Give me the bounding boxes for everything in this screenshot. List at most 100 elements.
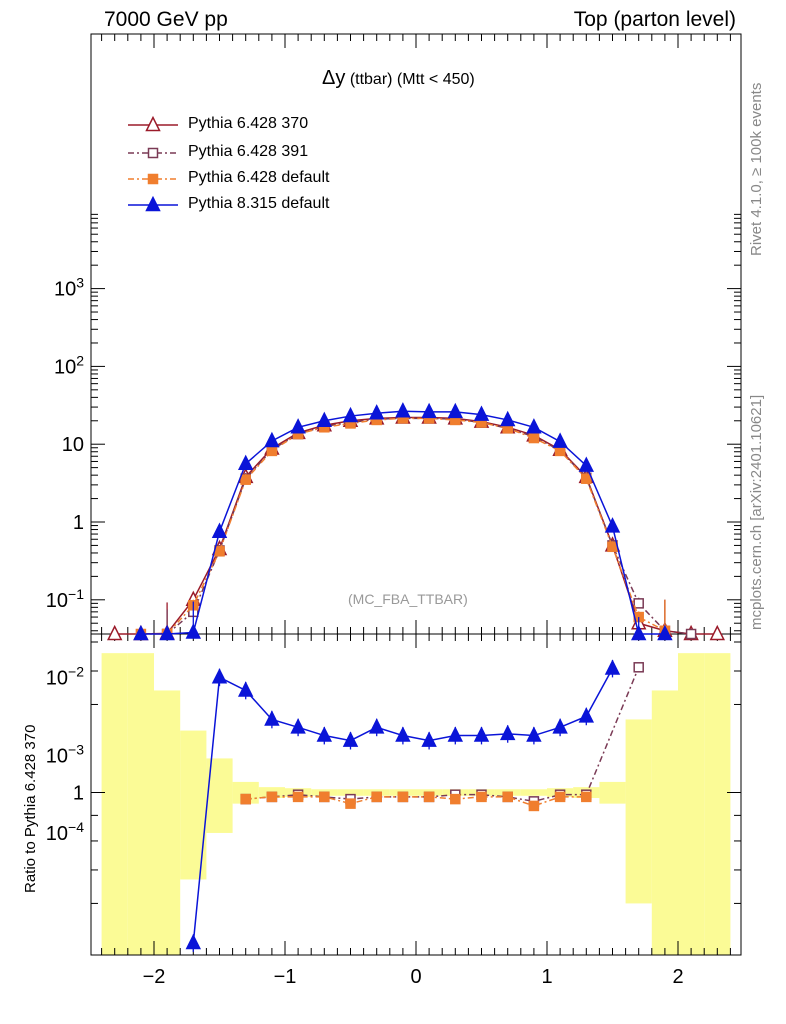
data-point (630, 624, 647, 641)
band-bin (651, 690, 678, 955)
ratio-point (526, 726, 542, 742)
x-tick-label: 1 (541, 966, 552, 988)
data-point (185, 623, 202, 639)
ratio-point (368, 718, 385, 734)
legend-label-p370: Pythia 6.428 370 (188, 115, 309, 132)
data-point (447, 402, 464, 419)
ratio-point (499, 724, 516, 741)
data-point (552, 432, 568, 448)
ratio-point (371, 791, 382, 803)
ratio-point (264, 710, 280, 726)
ratio-point (240, 793, 251, 805)
ratio-point (554, 791, 566, 803)
y-tick-label: 102 (54, 352, 84, 378)
rivet-version-label: Rivet 4.1.0, ≥ 100k events (748, 82, 765, 256)
data-point (159, 624, 175, 641)
series-line (140, 417, 666, 635)
band-bin (232, 781, 259, 804)
ratio-point (633, 662, 644, 673)
plot-title-sub: (ttbar) (Mtt < 450) (349, 71, 475, 88)
x-tick-label: 2 (672, 966, 683, 988)
mcplots-label: mcplots.cern.ch [arXiv:2401.10621] (748, 394, 765, 630)
ratio-point (450, 793, 461, 805)
data-point (526, 418, 542, 434)
data-point (266, 445, 278, 457)
ratio-point (604, 659, 621, 675)
x-tick-label: −1 (274, 966, 297, 988)
ratio-point (211, 668, 228, 684)
ratio-axis-label: Ratio to Pythia 6.428 370 (22, 724, 39, 893)
reference-label: (MC_FBA_TTBAR) (348, 591, 468, 607)
band-bin (704, 653, 731, 955)
data-point (685, 628, 697, 640)
ratio-point (421, 731, 437, 747)
data-point (368, 404, 385, 420)
data-point (237, 454, 254, 471)
ratio-point (581, 791, 592, 803)
legend (128, 115, 178, 212)
ratio-point (578, 707, 595, 723)
ratio-point (476, 791, 487, 803)
data-point (633, 598, 644, 609)
axes-frames: 10−4 10−3 10−2 10−1 1 10 102 103 −2 −1 0 1 2 1 (46, 33, 742, 988)
ratio-point (397, 791, 409, 803)
plot-title: Δy (ttbar) (Mtt < 450) (322, 67, 475, 90)
ratio-uncertainty-band (101, 653, 731, 955)
band-bin (127, 653, 154, 955)
ratio-point (290, 718, 306, 734)
ratio-point (185, 933, 202, 950)
legend-marker (147, 147, 159, 159)
data-point (211, 522, 228, 538)
process-label: Top (parton level) (573, 8, 736, 31)
data-point (499, 410, 516, 427)
plot-title-main: Δy (322, 67, 346, 89)
data-point (657, 624, 673, 641)
energy-label: 7000 GeV pp (104, 8, 228, 31)
data-point (604, 517, 621, 533)
data-point (581, 473, 592, 484)
ratio-point (342, 731, 359, 747)
ratio-y-tick-label: 1 (73, 783, 84, 805)
data-point (290, 418, 306, 434)
ratio-point (502, 791, 513, 803)
band-bin (154, 690, 181, 955)
ratio-series-layer (185, 659, 644, 952)
data-point (264, 431, 280, 448)
ratio-line (245, 667, 640, 803)
band-bin (337, 789, 364, 796)
band-bin (625, 719, 652, 904)
band-bin (520, 789, 547, 796)
ratio-point (316, 726, 333, 742)
ratio-point (292, 791, 304, 803)
data-point (607, 541, 618, 553)
data-point (240, 474, 251, 485)
y-tick-label: 10−2 (46, 664, 84, 690)
ratio-point (528, 800, 540, 812)
ratio-point (237, 681, 254, 697)
x-tick-label: −2 (143, 966, 166, 988)
ratio-line (192, 668, 614, 944)
band-bin (599, 781, 626, 804)
legend-marker (145, 115, 161, 132)
y-tick-label: 10−1 (46, 586, 84, 612)
data-point (342, 406, 359, 423)
legend-label-p8: Pythia 8.315 default (188, 195, 330, 212)
data-point (528, 432, 540, 444)
ratio-point (423, 791, 435, 803)
ratio-point (473, 726, 490, 742)
ratio-point (552, 718, 568, 734)
x-tick-label: 0 (410, 966, 421, 988)
data-point (395, 402, 411, 418)
ratio-point (395, 726, 411, 742)
data-point (578, 456, 595, 472)
data-point (473, 405, 490, 421)
y-tick-label: 10 (62, 434, 84, 456)
data-point (709, 624, 726, 641)
ratio-point (447, 726, 464, 742)
data-point (214, 546, 225, 557)
data-point (133, 624, 149, 641)
data-point (316, 411, 333, 428)
band-bin (101, 653, 128, 955)
legend-label-pdef: Pythia 6.428 default (188, 169, 330, 186)
